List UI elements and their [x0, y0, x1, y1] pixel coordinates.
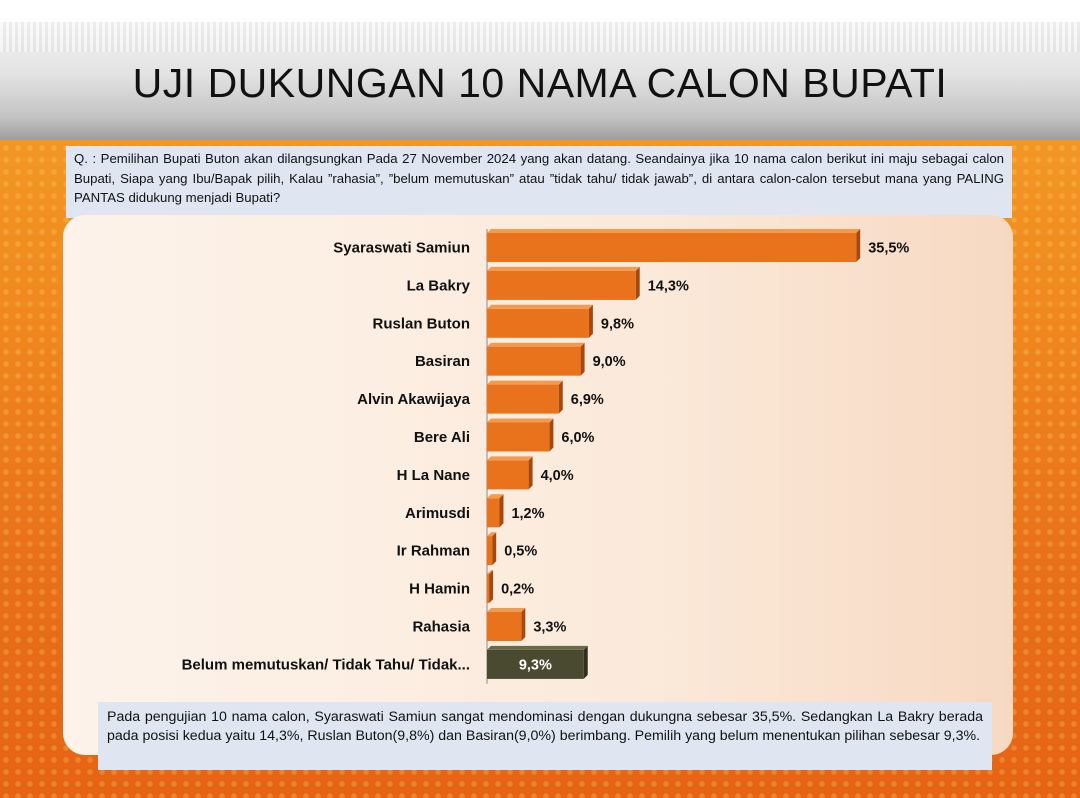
- bar: [487, 308, 589, 338]
- bar-side: [489, 570, 494, 604]
- bar: [487, 574, 490, 604]
- bar-top: [487, 532, 497, 537]
- data-label: 1,2%: [511, 506, 544, 522]
- data-label: 3,3%: [533, 620, 566, 636]
- bar-top: [487, 645, 588, 650]
- bar: [487, 422, 550, 452]
- bar-chart: Syaraswati Samiun 35,5% La Bakry 14,3% Rusla…: [182, 229, 909, 684]
- category-label: Belum memutuskan/ Tidak Tahu/ Tidak...: [182, 656, 470, 673]
- bar-top: [487, 266, 640, 271]
- data-label: 0,5%: [504, 544, 537, 560]
- bar-side: [635, 266, 640, 300]
- slide: UJI DUKUNGAN 10 NAMA CALON BUPATI Q. : P…: [0, 22, 1080, 798]
- category-label: Ir Rahman: [397, 543, 470, 560]
- bar-top: [487, 380, 563, 385]
- page-title: UJI DUKUNGAN 10 NAMA CALON BUPATI: [132, 60, 948, 106]
- data-label: 4,0%: [541, 468, 574, 484]
- bar-top: [487, 229, 861, 233]
- bar-side: [499, 494, 504, 528]
- header-stripes: [0, 22, 1080, 52]
- data-label: 9,0%: [593, 354, 626, 370]
- category-label: La Bakry: [407, 277, 471, 294]
- question-box: Q. : Pemilihan Bupati Buton akan dilangs…: [66, 146, 1012, 218]
- data-label: 6,9%: [571, 392, 604, 408]
- bar-side: [549, 418, 554, 452]
- data-label: 0,2%: [501, 582, 534, 598]
- category-label: Alvin Akawijaya: [357, 391, 470, 408]
- bar-top: [487, 494, 504, 499]
- bar-side: [856, 229, 861, 262]
- bar: [487, 270, 636, 300]
- data-label: 6,0%: [561, 430, 594, 446]
- data-label: 14,3%: [648, 278, 689, 294]
- bar-side: [528, 456, 533, 490]
- bar-top: [487, 304, 593, 309]
- category-label: Arimusdi: [405, 505, 470, 522]
- bar: [487, 498, 500, 528]
- data-label: 9,8%: [601, 316, 634, 332]
- bar-side: [492, 532, 497, 566]
- bar-side: [580, 342, 585, 376]
- bar-top: [487, 418, 554, 423]
- bar-side: [558, 380, 563, 414]
- bar: [487, 233, 857, 262]
- category-label: Basiran: [415, 353, 470, 370]
- category-label: Bere Ali: [414, 429, 470, 446]
- bar-side: [583, 645, 588, 679]
- header-band: [0, 22, 1080, 140]
- summary-box: Pada pengujian 10 nama calon, Syaraswati…: [98, 702, 992, 770]
- bar-top: [487, 342, 585, 347]
- category-label: Syaraswati Samiun: [333, 240, 470, 257]
- bar: [487, 612, 522, 641]
- data-label: 9,3%: [519, 657, 552, 673]
- category-label: Rahasia: [412, 619, 470, 636]
- bar-top: [487, 570, 494, 575]
- bar: [487, 384, 559, 414]
- category-label: Ruslan Buton: [373, 315, 471, 332]
- category-label: H La Nane: [397, 467, 470, 484]
- bar-top: [487, 608, 526, 612]
- bar-side: [521, 608, 526, 641]
- bar: [487, 460, 529, 490]
- data-label: 35,5%: [868, 241, 909, 257]
- bar: [487, 346, 581, 376]
- category-label: H Hamin: [409, 581, 470, 598]
- bar-top: [487, 456, 533, 461]
- bar: [487, 649, 584, 679]
- bar-side: [588, 304, 593, 338]
- bar: [487, 536, 493, 566]
